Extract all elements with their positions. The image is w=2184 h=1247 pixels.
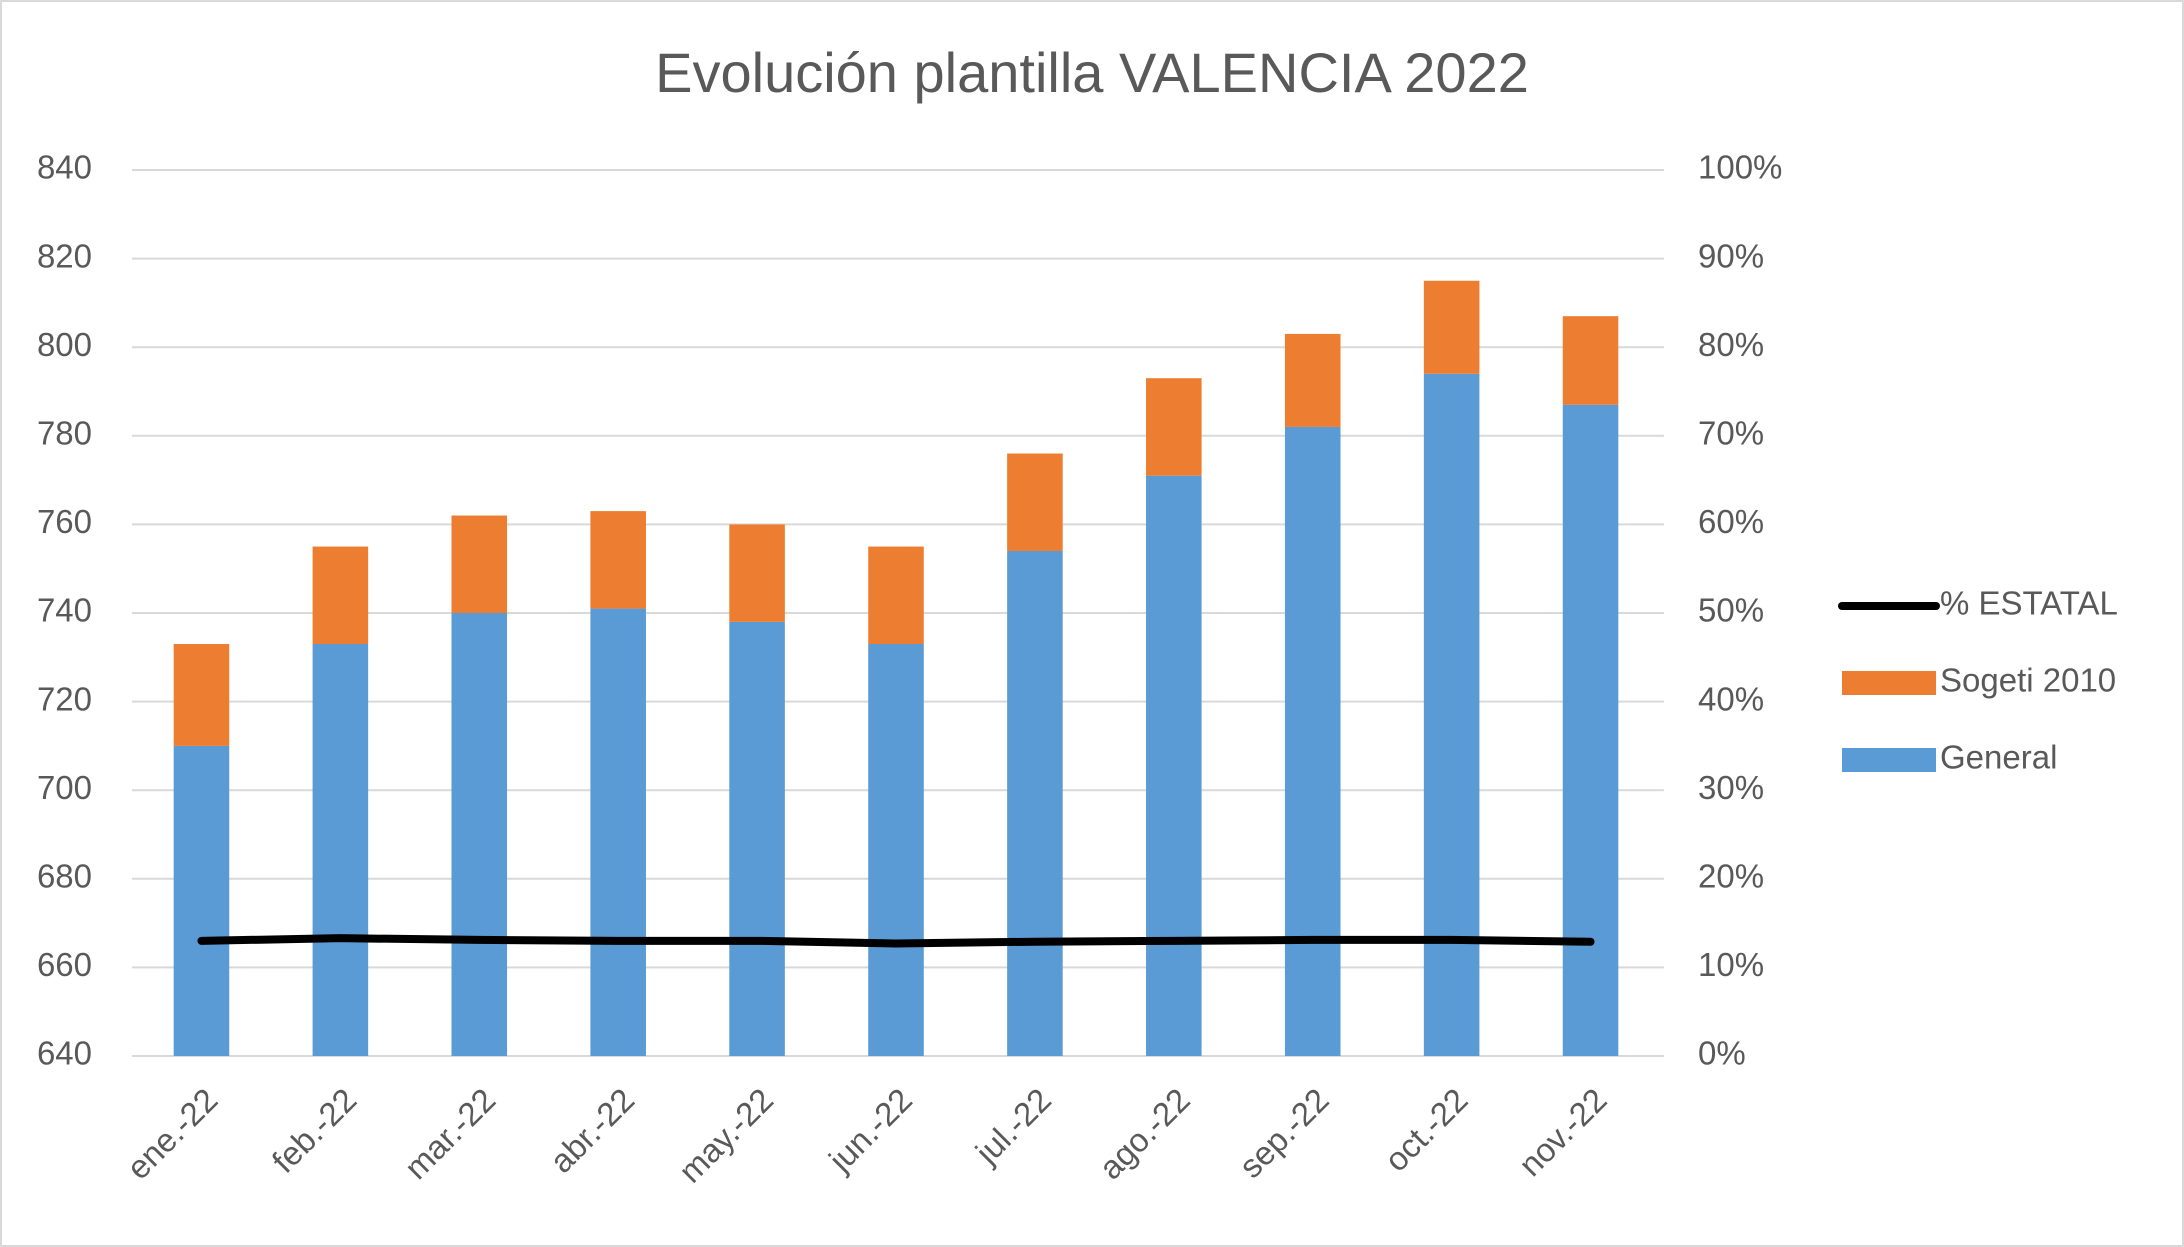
bar <box>729 621 785 1056</box>
y2-tick-label: 80% <box>1698 326 1764 363</box>
bar <box>868 644 924 1056</box>
legend-label: General <box>1940 739 2057 776</box>
y2-tick-label: 10% <box>1698 946 1764 983</box>
y-tick-label: 820 <box>37 237 92 274</box>
bar <box>729 524 785 622</box>
legend-label: Sogeti 2010 <box>1940 662 2116 699</box>
y-tick-label: 660 <box>37 946 92 983</box>
y2-tick-label: 0% <box>1698 1035 1746 1072</box>
bar <box>173 644 230 746</box>
y2-tick-label: 70% <box>1698 415 1764 452</box>
bar <box>1562 316 1619 405</box>
bar <box>1423 373 1480 1056</box>
y2-tick-label: 90% <box>1698 237 1764 274</box>
bar <box>590 608 646 1056</box>
bar <box>312 546 369 645</box>
bar <box>1007 453 1063 551</box>
bar <box>451 613 508 1056</box>
y2-tick-label: 100% <box>1698 149 1782 186</box>
y-tick-label: 720 <box>37 680 92 717</box>
bar <box>312 644 369 1056</box>
legend-swatch <box>1842 748 1936 772</box>
y2-tick-label: 40% <box>1698 680 1764 717</box>
chart-title: Evolución plantilla VALENCIA 2022 <box>655 41 1529 104</box>
y-tick-label: 780 <box>37 415 92 452</box>
legend-swatch <box>1842 671 1936 695</box>
bar <box>1146 378 1202 476</box>
y-tick-label: 740 <box>37 592 92 629</box>
legend-label: % ESTATAL <box>1940 585 2118 622</box>
bar <box>173 745 230 1056</box>
y2-tick-label: 20% <box>1698 858 1764 895</box>
line <box>197 934 1595 948</box>
y2-tick-label: 60% <box>1698 503 1764 540</box>
bar <box>590 511 646 609</box>
bar <box>1007 550 1063 1056</box>
y-tick-label: 700 <box>37 769 92 806</box>
y-tick-label: 800 <box>37 326 92 363</box>
bar <box>868 546 924 645</box>
bar <box>1146 475 1202 1056</box>
y-tick-label: 840 <box>37 149 92 186</box>
bar <box>451 515 508 613</box>
bar <box>1562 404 1619 1056</box>
y2-tick-label: 30% <box>1698 769 1764 806</box>
y-tick-label: 640 <box>37 1035 92 1072</box>
bar <box>1284 426 1341 1056</box>
bar <box>1423 280 1480 374</box>
y-tick-label: 680 <box>37 858 92 895</box>
bar <box>1284 333 1341 427</box>
y-tick-label: 760 <box>37 503 92 540</box>
y2-tick-label: 50% <box>1698 592 1764 629</box>
